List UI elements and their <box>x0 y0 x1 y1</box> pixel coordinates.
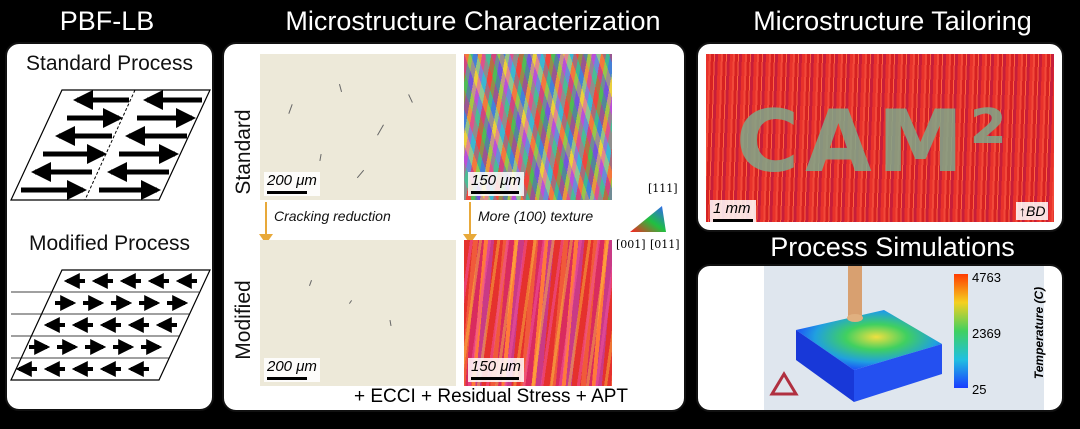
modified-process-label: Modified Process <box>28 232 191 255</box>
title-microstructure-tailoring: Microstructure Tailoring <box>753 6 1032 36</box>
scale-bar-optical-modified: 200 μm <box>264 358 320 382</box>
legend-min: 25 <box>972 382 987 397</box>
ebsd-map-modified: 150 μm <box>464 240 612 386</box>
tailoring-panel: CAM² 1 mm ↑BD <box>696 42 1064 232</box>
optical-micrograph-standard: 200 μm <box>260 54 456 200</box>
temperature-scale <box>954 274 968 388</box>
simulation-panel: 4763 2369 25 Temperature (C) <box>696 264 1064 412</box>
ipf-label-111: [111] <box>648 182 678 195</box>
row-label-standard: Standard <box>232 109 255 195</box>
scale-bar-optical-standard: 200 μm <box>264 172 320 196</box>
melt-pool-simulation <box>769 266 942 402</box>
modified-scan-pattern <box>10 269 211 381</box>
ipf-triangle <box>630 206 666 232</box>
characterization-panel: Standard Modified 200 μm 150 μm Cracking… <box>222 42 686 412</box>
cam-text: CAM² <box>736 92 1013 192</box>
scale-bar-ebsd-modified: 150 μm <box>468 358 524 382</box>
ebsd-map-standard: 150 μm <box>464 54 612 200</box>
standard-process-label: Standard Process <box>26 52 193 75</box>
scale-bar-1mm: 1 mm <box>710 200 756 224</box>
ipf-label-001: [001] <box>616 238 646 251</box>
build-direction-label: ↑BD <box>1016 202 1049 220</box>
cam-ebsd-map: CAM² 1 mm ↑BD <box>706 54 1054 224</box>
ipf-label-011: [011] <box>650 238 680 251</box>
standard-scan-pattern <box>10 89 211 201</box>
title-pbf: PBF-LB <box>59 6 155 36</box>
row-label-modified: Modified <box>232 280 255 360</box>
legend-mid: 2369 <box>972 326 1001 341</box>
title-process-simulations: Process Simulations <box>770 232 1015 262</box>
scale-bar-ebsd-standard: 150 μm <box>468 172 524 196</box>
optical-micrograph-modified: 200 μm <box>260 240 456 386</box>
simulation-view: 4763 2369 25 Temperature (C) <box>764 266 1046 410</box>
characterization-footer: + ECCI + Residual Stress + APT <box>354 386 629 407</box>
down-arrows <box>259 202 477 244</box>
title-microstructure-characterization: Microstructure Characterization <box>285 6 661 36</box>
note-cracking-reduction: Cracking reduction <box>274 208 391 224</box>
legend-title: Temperature (C) <box>1032 286 1046 380</box>
pbf-panel: Standard Process Modified Process <box>5 42 214 411</box>
legend-max: 4763 <box>972 270 1001 285</box>
ipf-legend: [111] [001] [011] <box>616 182 684 262</box>
note-more-100-texture: More (100) texture <box>478 208 594 224</box>
